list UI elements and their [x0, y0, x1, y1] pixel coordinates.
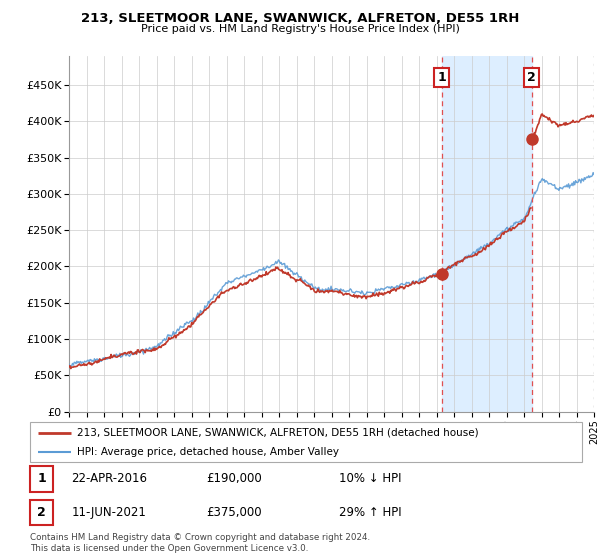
Text: 22-APR-2016: 22-APR-2016 [71, 473, 148, 486]
Bar [593, 56, 594, 412]
Text: 2: 2 [527, 71, 536, 84]
Bar [594, 56, 600, 412]
Text: 213, SLEETMOOR LANE, SWANWICK, ALFRETON, DE55 1RH: 213, SLEETMOOR LANE, SWANWICK, ALFRETON,… [81, 12, 519, 25]
Text: 213, SLEETMOOR LANE, SWANWICK, ALFRETON, DE55 1RH (detached house): 213, SLEETMOOR LANE, SWANWICK, ALFRETON,… [77, 428, 479, 437]
Text: Price paid vs. HM Land Registry's House Price Index (HPI): Price paid vs. HM Land Registry's House … [140, 24, 460, 34]
Text: Contains HM Land Registry data © Crown copyright and database right 2024.
This d: Contains HM Land Registry data © Crown c… [30, 533, 370, 553]
Bar [442, 56, 532, 412]
Text: 2: 2 [37, 506, 46, 519]
Text: 29% ↑ HPI: 29% ↑ HPI [339, 506, 402, 519]
Bar [30, 500, 53, 525]
Text: £190,000: £190,000 [206, 473, 262, 486]
Text: 11-JUN-2021: 11-JUN-2021 [71, 506, 146, 519]
Bar [30, 466, 53, 492]
Text: HPI: Average price, detached house, Amber Valley: HPI: Average price, detached house, Ambe… [77, 447, 339, 457]
Text: 1: 1 [37, 473, 46, 486]
Text: £375,000: £375,000 [206, 506, 262, 519]
Text: 10% ↓ HPI: 10% ↓ HPI [339, 473, 401, 486]
Text: 1: 1 [437, 71, 446, 84]
